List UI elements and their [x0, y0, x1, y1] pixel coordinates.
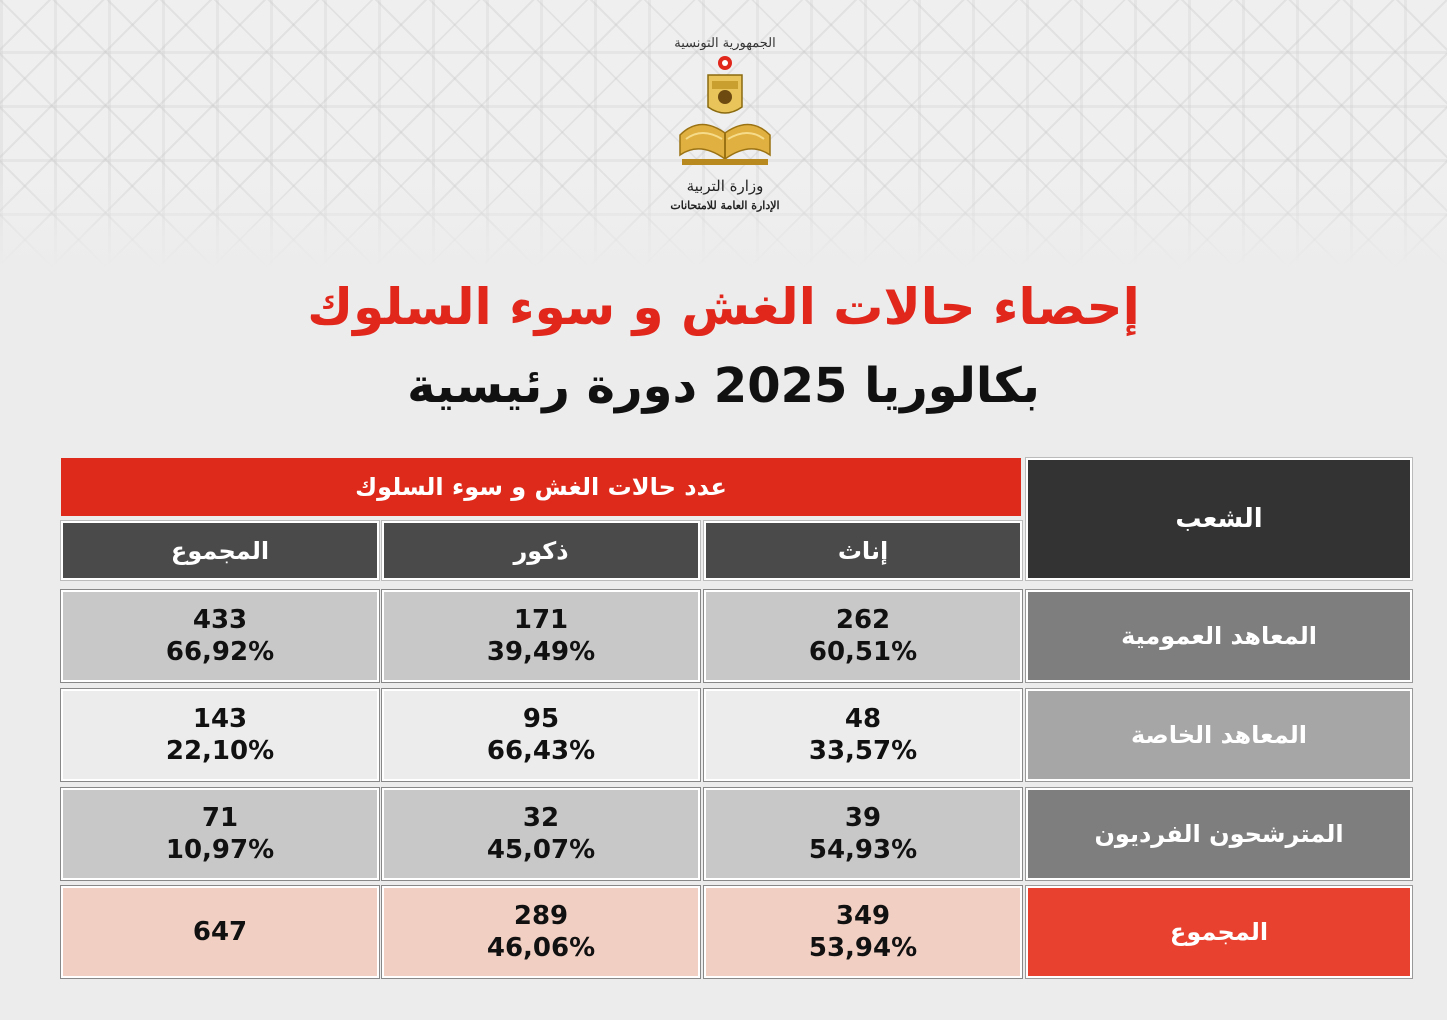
- cell-total-total: 647: [60, 885, 380, 979]
- cell-total-males: 289 46,06%: [381, 885, 701, 979]
- row-label-private: المعاهد الخاصة: [1025, 688, 1413, 782]
- cell-individual-females: 39 54,93%: [703, 787, 1023, 881]
- count: 262: [835, 605, 891, 635]
- percent: 22,10%: [165, 736, 275, 766]
- percent: 54,93%: [808, 835, 918, 865]
- count: 48: [844, 704, 882, 734]
- count: 433: [192, 605, 248, 635]
- count: 143: [192, 704, 248, 734]
- count: 647: [192, 917, 248, 947]
- percent: 46,06%: [486, 933, 596, 963]
- cell-private-males: 95 66,43%: [381, 688, 701, 782]
- percent: 66,43%: [486, 736, 596, 766]
- count: 39: [844, 803, 882, 833]
- branch-header: الشعب: [1025, 457, 1413, 581]
- percent: 45,07%: [486, 835, 596, 865]
- ministry-label: وزارة التربية: [686, 177, 764, 195]
- column-header-males: ذكور: [381, 520, 701, 581]
- row-label-public: المعاهد العمومية: [1025, 589, 1413, 683]
- page-title: إحصاء حالات الغش و سوء السلوك: [307, 278, 1140, 336]
- cell-total-females: 349 53,94%: [703, 885, 1023, 979]
- count: 32: [522, 803, 560, 833]
- cell-public-females: 262 60,51%: [703, 589, 1023, 683]
- cell-public-total: 433 66,92%: [60, 589, 380, 683]
- percent: 33,57%: [808, 736, 918, 766]
- percent: 60,51%: [808, 637, 918, 667]
- count: 71: [201, 803, 239, 833]
- percent: 53,94%: [808, 933, 918, 963]
- count: 171: [513, 605, 569, 635]
- page-subtitle: بكالوريا 2025 دورة رئيسية: [407, 358, 1040, 414]
- column-header-females: إناث: [703, 520, 1023, 581]
- group-header: عدد حالات الغش و سوء السلوك: [61, 458, 1021, 516]
- percent: 66,92%: [165, 637, 275, 667]
- cell-individual-males: 32 45,07%: [381, 787, 701, 881]
- cell-private-females: 48 33,57%: [703, 688, 1023, 782]
- count: 349: [835, 901, 891, 931]
- percent: 10,97%: [165, 835, 275, 865]
- percent: 39,49%: [486, 637, 596, 667]
- republic-label: الجمهورية التونسية: [674, 36, 776, 51]
- row-label-total: المجموع: [1025, 885, 1413, 979]
- count: 95: [522, 704, 560, 734]
- cell-public-males: 171 39,49%: [381, 589, 701, 683]
- emblem-icon: [679, 56, 771, 165]
- cell-individual-total: 71 10,97%: [60, 787, 380, 881]
- row-label-individual: المترشحون الفرديون: [1025, 787, 1413, 881]
- directorate-label: الإدارة العامة للامتحانات: [670, 199, 780, 212]
- count: 289: [513, 901, 569, 931]
- ministry-logo: الجمهورية التونسية وزارة التربية الإدارة…: [660, 36, 790, 246]
- cell-private-total: 143 22,10%: [60, 688, 380, 782]
- column-header-total: المجموع: [60, 520, 380, 581]
